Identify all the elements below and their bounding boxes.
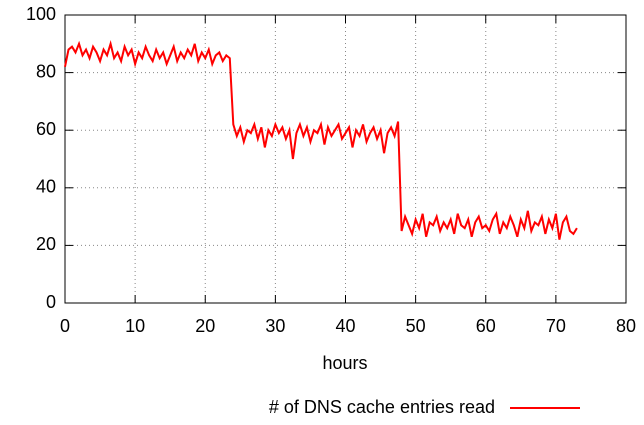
x-tick-label: 80 [616,316,636,336]
x-tick-label: 30 [265,316,285,336]
y-tick-label: 20 [36,234,56,254]
x-tick-label: 50 [406,316,426,336]
x-tick-label: 20 [195,316,215,336]
y-tick-label: 80 [36,61,56,81]
x-tick-label: 40 [335,316,355,336]
x-tick-label: 70 [546,316,566,336]
legend-label: # of DNS cache entries read [269,397,495,417]
x-tick-label: 10 [125,316,145,336]
y-tick-label: 0 [46,292,56,312]
x-tick-label: 0 [60,316,70,336]
y-tick-label: 60 [36,119,56,139]
x-axis-label: hours [322,353,367,373]
y-tick-label: 100 [26,4,56,24]
plot-border [64,14,627,304]
x-tick-label: 60 [476,316,496,336]
data-line [64,40,578,240]
y-tick-label: 40 [36,177,56,197]
